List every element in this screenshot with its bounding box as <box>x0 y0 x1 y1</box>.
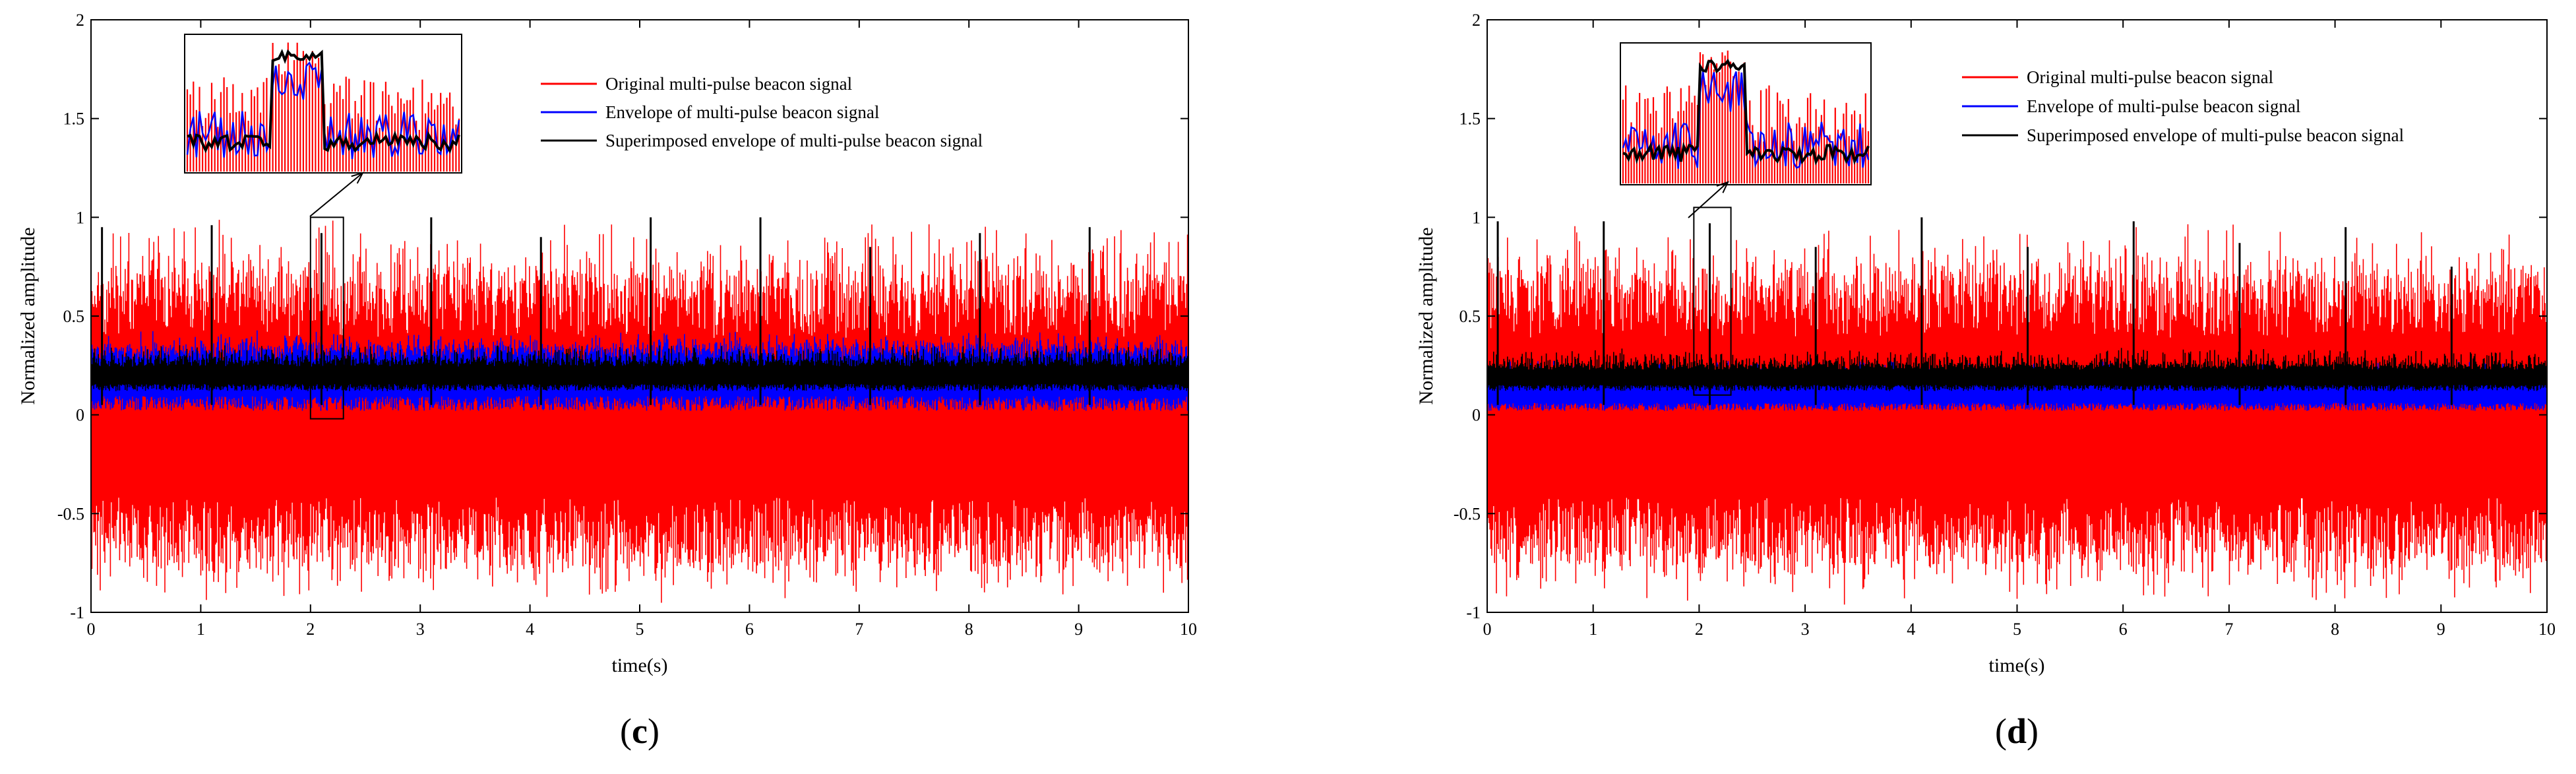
x-tick-label: 6 <box>2119 620 2128 639</box>
y-tick-label: -0.5 <box>57 504 84 523</box>
x-axis-label: time(s) <box>1989 655 2045 676</box>
y-tick-label: 0 <box>76 406 84 425</box>
signal-traces <box>1487 217 2547 605</box>
x-tick-label: 4 <box>1907 620 1915 639</box>
axis-ticks: 0 1 2 3 4 5 6 7 8 9 10 -1 -0.5 0 0.5 1 1.5 2 <box>1454 11 2556 639</box>
panel-label-open: ( <box>620 711 632 751</box>
panel-label-open: ( <box>1995 711 2007 751</box>
x-tick-label: 9 <box>1074 620 1083 639</box>
inset-zoom-plot <box>184 34 462 174</box>
legend-label-original: Original multi-pulse beacon signal <box>605 74 852 94</box>
panel-label-letter: c <box>632 711 648 751</box>
zoom-arrow <box>1688 181 1729 218</box>
x-tick-label: 2 <box>1695 620 1703 639</box>
x-tick-label: 6 <box>745 620 754 639</box>
y-tick-label: -1 <box>70 603 84 622</box>
x-tick-label: 3 <box>416 620 425 639</box>
y-tick-label: 1.5 <box>63 110 85 129</box>
x-axis-label: time(s) <box>612 655 668 676</box>
y-tick-label: 2 <box>76 11 84 30</box>
y-axis-label: Normalized amplitude <box>17 227 39 404</box>
inset-zoom-plot <box>1620 42 1872 185</box>
x-tick-label: 5 <box>636 620 644 639</box>
legend-label-superimposed: Superimposed envelope of multi-pulse bea… <box>2027 125 2404 145</box>
inset-traces <box>186 42 460 172</box>
legend: Original multi-pulse beacon signal Envel… <box>1962 67 2404 145</box>
x-tick-label: 7 <box>2224 620 2233 639</box>
x-tick-label: 2 <box>306 620 315 639</box>
y-tick-label: 1.5 <box>1459 110 1481 129</box>
legend-label-envelope: Envelope of multi-pulse beacon signal <box>2027 96 2300 116</box>
axis-ticks: 0 1 2 3 4 5 6 7 8 9 10 -1 -0.5 0 0.5 1 1.5 2 <box>57 11 1197 639</box>
legend-label-superimposed: Superimposed envelope of multi-pulse bea… <box>605 131 983 150</box>
x-tick-label: 3 <box>1801 620 1810 639</box>
x-tick-label: 4 <box>526 620 534 639</box>
zoom-window-box <box>1693 207 1732 396</box>
x-tick-label: 8 <box>2331 620 2339 639</box>
arrow-head <box>1716 181 1729 193</box>
x-tick-label: 0 <box>1483 620 1492 639</box>
inset-traces <box>1622 50 1870 183</box>
chart-panel-d: 0 1 2 3 4 5 6 7 8 9 10 -1 -0.5 0 0.5 1 1.5 2 Original mul… <box>1415 11 2556 751</box>
zoom-arrow <box>309 172 364 217</box>
legend-label-envelope: Envelope of multi-pulse beacon signal <box>605 102 879 122</box>
y-tick-label: 1 <box>1472 208 1481 227</box>
y-tick-label: 1 <box>76 208 84 227</box>
panel-label-close: ) <box>648 711 659 751</box>
arrow-shaft <box>309 172 363 217</box>
x-tick-label: 5 <box>2013 620 2021 639</box>
inset-frame <box>184 34 462 174</box>
panel-label-close: ) <box>2027 711 2039 751</box>
panel-label-c: (c) <box>620 711 659 751</box>
x-tick-label: 8 <box>965 620 973 639</box>
inset-superimposed-trace <box>187 49 460 154</box>
y-tick-label: -0.5 <box>1454 504 1481 523</box>
x-tick-label: 9 <box>2437 620 2445 639</box>
y-tick-label: 0.5 <box>63 307 85 326</box>
inset-superimposed-trace <box>1622 58 1870 166</box>
x-tick-label: 1 <box>197 620 205 639</box>
y-tick-label: -1 <box>1466 603 1481 622</box>
arrow-head <box>351 172 364 184</box>
inset-frame <box>1620 42 1872 185</box>
panel-label-letter: d <box>2007 711 2027 751</box>
signal-traces <box>90 217 1188 603</box>
x-tick-label: 1 <box>1589 620 1597 639</box>
panel-label-d: (d) <box>1995 711 2039 751</box>
y-tick-label: 2 <box>1472 11 1481 30</box>
x-tick-label: 10 <box>2538 620 2556 639</box>
x-tick-label: 0 <box>87 620 96 639</box>
legend: Original multi-pulse beacon signal Envel… <box>541 74 983 150</box>
y-axis-label: Normalized amplitude <box>1415 227 1437 404</box>
y-tick-label: 0.5 <box>1459 307 1481 326</box>
chart-panel-c: 0 1 2 3 4 5 6 7 8 9 10 -1 -0.5 0 0.5 1 1.5 2 Original mul… <box>17 11 1197 751</box>
legend-label-original: Original multi-pulse beacon signal <box>2027 67 2273 87</box>
x-tick-label: 7 <box>855 620 863 639</box>
x-tick-label: 10 <box>1180 620 1197 639</box>
y-tick-label: 0 <box>1472 406 1481 425</box>
zoom-window-box <box>309 216 344 420</box>
arrow-shaft <box>1688 181 1729 218</box>
